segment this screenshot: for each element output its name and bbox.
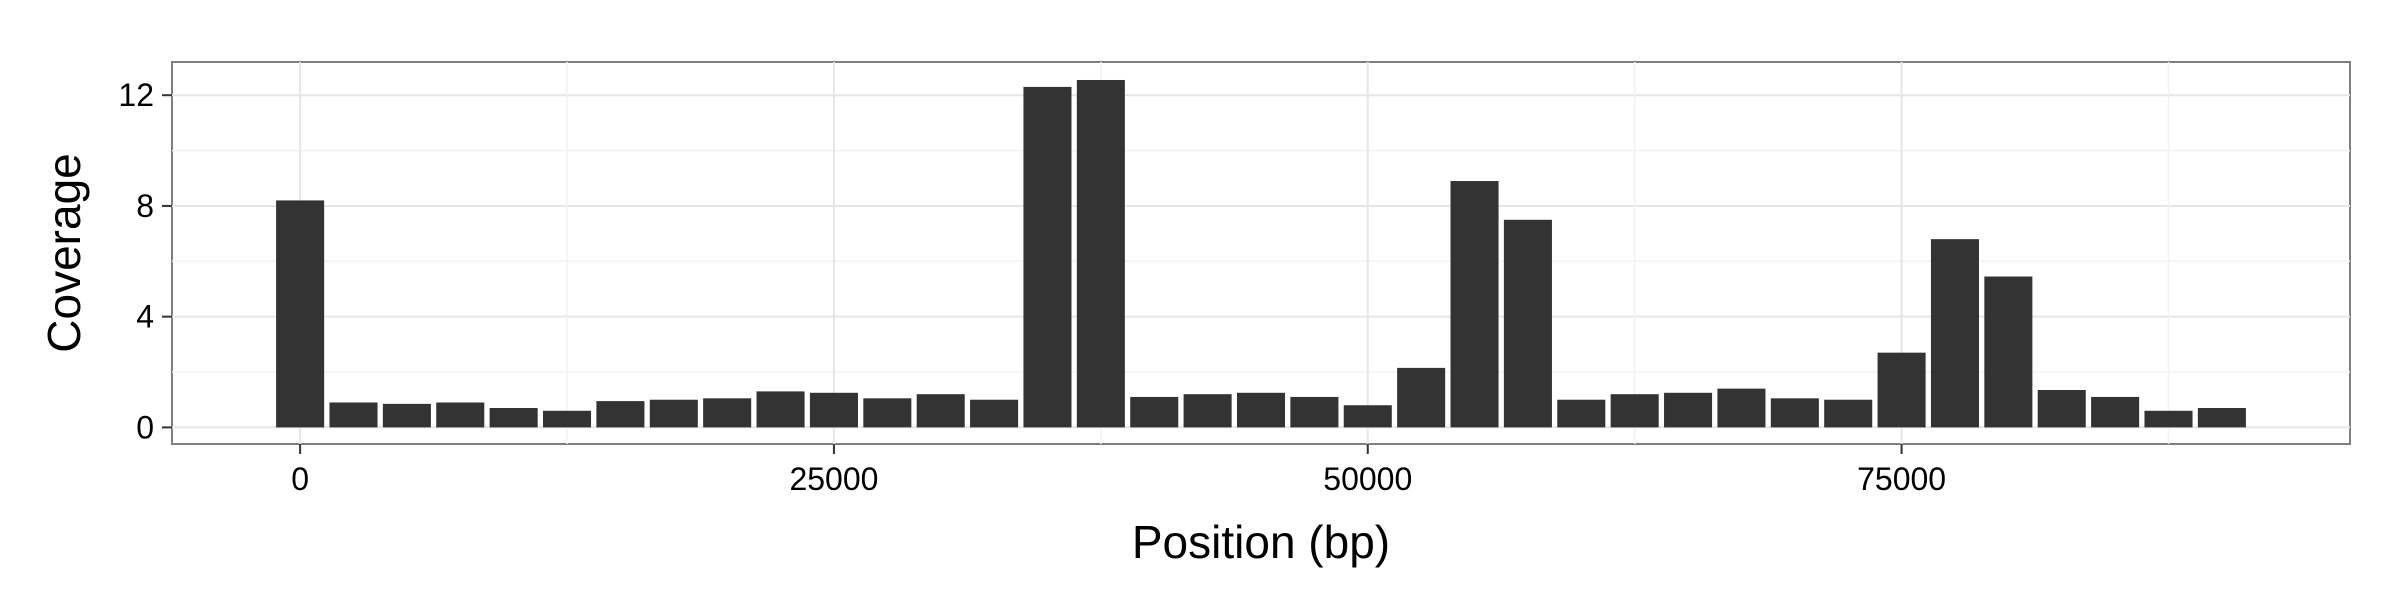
bar (756, 391, 805, 428)
bar (1503, 219, 1552, 428)
bar (1290, 396, 1339, 428)
bar (649, 399, 698, 428)
bar (2197, 408, 2246, 428)
bar (1877, 352, 1926, 428)
bar (1770, 398, 1819, 428)
bar (1717, 388, 1766, 428)
bar (329, 402, 378, 428)
y-axis-title: Coverage (38, 153, 90, 352)
bar (1610, 394, 1659, 428)
bar (1397, 367, 1446, 428)
x-axis-title: Position (bp) (1132, 516, 1390, 568)
bar (1450, 181, 1499, 428)
x-axis: 0 25000 50000 75000 (291, 444, 1946, 497)
bar (1130, 396, 1179, 428)
bar (863, 398, 912, 428)
y-tick-label: 4 (136, 299, 154, 335)
bar (1343, 405, 1392, 428)
bar (703, 398, 752, 428)
bars (276, 79, 2246, 428)
x-tick-label: 50000 (1323, 461, 1412, 497)
bar (1076, 79, 1125, 428)
bar (489, 408, 538, 428)
y-axis: 0 4 8 12 (118, 77, 172, 445)
bar (2144, 410, 2193, 428)
bar (1183, 394, 1232, 428)
x-tick-label: 0 (291, 461, 309, 497)
bar (809, 392, 858, 428)
bar (382, 403, 431, 428)
bar (1930, 239, 1979, 428)
bar (543, 410, 592, 428)
bar (596, 401, 645, 428)
bar (1236, 392, 1286, 428)
x-tick-label: 25000 (789, 461, 878, 497)
bar (1023, 86, 1072, 428)
bar (2037, 390, 2086, 428)
y-tick-label: 0 (136, 409, 154, 445)
bar (2091, 396, 2140, 428)
bar (276, 200, 325, 428)
bar (970, 399, 1019, 428)
bar (916, 394, 965, 428)
x-tick-label: 75000 (1857, 461, 1946, 497)
y-tick-label: 8 (136, 188, 154, 224)
bar (1824, 399, 1873, 428)
bar (1984, 276, 2033, 428)
bar (1557, 399, 1606, 428)
y-tick-label: 12 (118, 77, 154, 113)
bar (436, 402, 485, 428)
bar (1664, 392, 1713, 428)
